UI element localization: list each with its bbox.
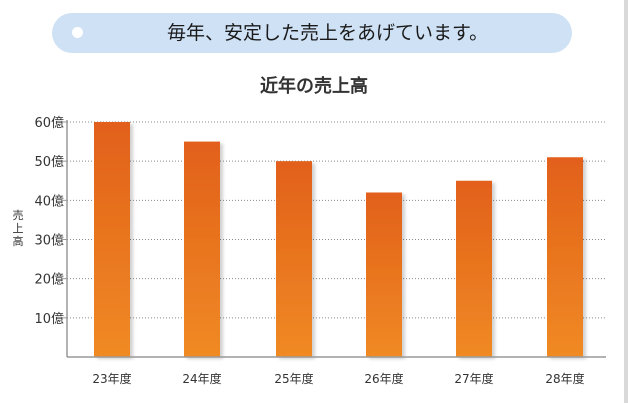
x-tick-label: 28年度 — [545, 371, 584, 386]
y-tick-label: 50億 — [34, 154, 64, 170]
y-tick-label: 40億 — [34, 193, 64, 209]
bar-26年度 — [366, 192, 402, 357]
x-tick-label: 24年度 — [182, 371, 221, 386]
chart-title: 近年の売上高 — [260, 76, 368, 97]
x-tick-label: 27年度 — [454, 371, 493, 386]
bar-25年度 — [276, 161, 312, 357]
bar-23年度 — [94, 122, 130, 357]
x-tick-label: 25年度 — [274, 371, 313, 386]
y-tick-label: 20億 — [34, 272, 64, 288]
headline-text: 毎年、安定した売上をあげています。 — [167, 22, 489, 44]
bar-28年度 — [547, 157, 583, 357]
y-tick-label: 30億 — [34, 233, 64, 249]
y-axis-label: 売上高 — [12, 209, 24, 248]
y-tick-label: 60億 — [34, 115, 64, 131]
y-tick-label: 10億 — [34, 311, 64, 327]
bullet-dot-icon — [72, 27, 83, 38]
x-tick-label: 23年度 — [92, 371, 131, 386]
bar-27年度 — [456, 180, 492, 357]
window-edge — [624, 0, 628, 403]
bar-24年度 — [184, 141, 220, 357]
headline-banner: 毎年、安定した売上をあげています。 — [52, 13, 572, 53]
x-tick-label: 26年度 — [364, 371, 403, 386]
